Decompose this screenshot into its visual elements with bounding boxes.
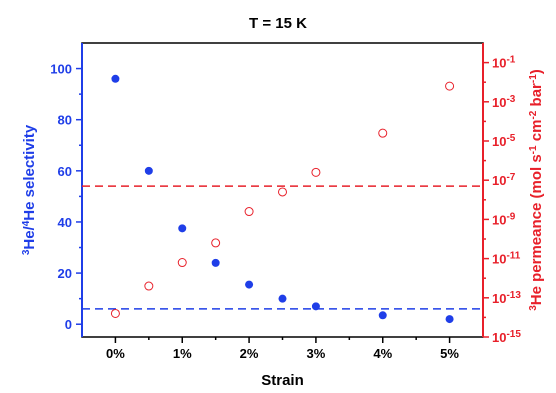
selectivity-point — [446, 315, 454, 323]
right-y-axis-label: 3He permeance (mol s-1 cm-2 bar-1) — [528, 69, 546, 311]
right-tick-label: 10-15 — [492, 329, 521, 346]
right-tick-label: 10-7 — [492, 172, 516, 189]
x-axis: 0% 1% 2% 3% 4% 5% — [106, 337, 459, 361]
left-tick-label: 80 — [58, 113, 72, 128]
right-tick-label: 10-3 — [492, 93, 516, 110]
x-tick-label: 5% — [440, 346, 459, 361]
left-tick-label: 60 — [58, 164, 72, 179]
left-label-text: He/ — [21, 225, 38, 249]
selectivity-point — [178, 224, 186, 232]
x-tick-label: 0% — [106, 346, 125, 361]
selectivity-point — [379, 311, 387, 319]
right-tick-base: 10 — [492, 252, 506, 267]
left-label-text: He selectivity — [21, 124, 38, 221]
selectivity-point — [279, 295, 287, 303]
right-tick-label: 10-1 — [492, 54, 516, 71]
right-label-text: He permeance (mol s — [528, 154, 545, 305]
right-tick-exponent: -15 — [506, 329, 521, 340]
right-tick-base: 10 — [492, 291, 506, 306]
right-tick-exponent: -9 — [506, 211, 515, 222]
right-tick-exponent: -13 — [506, 289, 521, 300]
permeance-point — [212, 239, 220, 247]
right-tick-exponent: -3 — [506, 93, 515, 104]
data-series — [111, 75, 453, 323]
selectivity-point — [245, 281, 253, 289]
selectivity-point — [145, 167, 153, 175]
left-tick-label: 40 — [58, 215, 72, 230]
right-tick-label: 10-13 — [492, 289, 521, 306]
selectivity-point — [312, 302, 320, 310]
x-tick-label: 3% — [307, 346, 326, 361]
right-tick-exponent: -1 — [506, 54, 515, 65]
left-y-axis-label: 3He/4He selectivity — [21, 124, 39, 255]
right-tick-base: 10 — [492, 173, 506, 188]
x-tick-label: 4% — [373, 346, 392, 361]
x-axis-label: Strain — [261, 372, 304, 389]
permeance-point — [279, 188, 287, 196]
plot-frame — [82, 43, 483, 337]
permeance-point — [446, 82, 454, 90]
right-tick-base: 10 — [492, 134, 506, 149]
permeance-point — [145, 282, 153, 290]
reference-lines — [82, 186, 483, 309]
right-tick-exponent: -5 — [506, 133, 515, 144]
permeance-point — [245, 208, 253, 216]
right-label-text: bar — [528, 83, 545, 111]
right-label-text: ) — [528, 69, 545, 74]
right-tick-base: 10 — [492, 95, 506, 110]
permeance-point — [312, 168, 320, 176]
left-y-axis: 0 20 40 60 80 100 — [50, 43, 82, 337]
right-tick-base: 10 — [492, 212, 506, 227]
chart-title: T = 15 K — [249, 15, 307, 32]
left-tick-label: 20 — [58, 266, 72, 281]
selectivity-point — [111, 75, 119, 83]
permeance-point — [111, 309, 119, 317]
permeance-point — [178, 259, 186, 267]
left-tick-label: 0 — [65, 317, 72, 332]
right-tick-label: 10-9 — [492, 211, 516, 228]
x-tick-label: 2% — [240, 346, 259, 361]
right-tick-exponent: -7 — [506, 172, 515, 183]
right-tick-base: 10 — [492, 330, 506, 345]
right-tick-label: 10-5 — [492, 133, 516, 150]
right-label-text: cm — [528, 120, 545, 146]
right-tick-exponent: -11 — [506, 250, 520, 261]
permeance-point — [379, 129, 387, 137]
x-tick-label: 1% — [173, 346, 192, 361]
right-tick-base: 10 — [492, 56, 506, 71]
right-tick-label: 10-11 — [492, 250, 521, 267]
left-tick-label: 100 — [50, 62, 72, 77]
selectivity-point — [212, 259, 220, 267]
